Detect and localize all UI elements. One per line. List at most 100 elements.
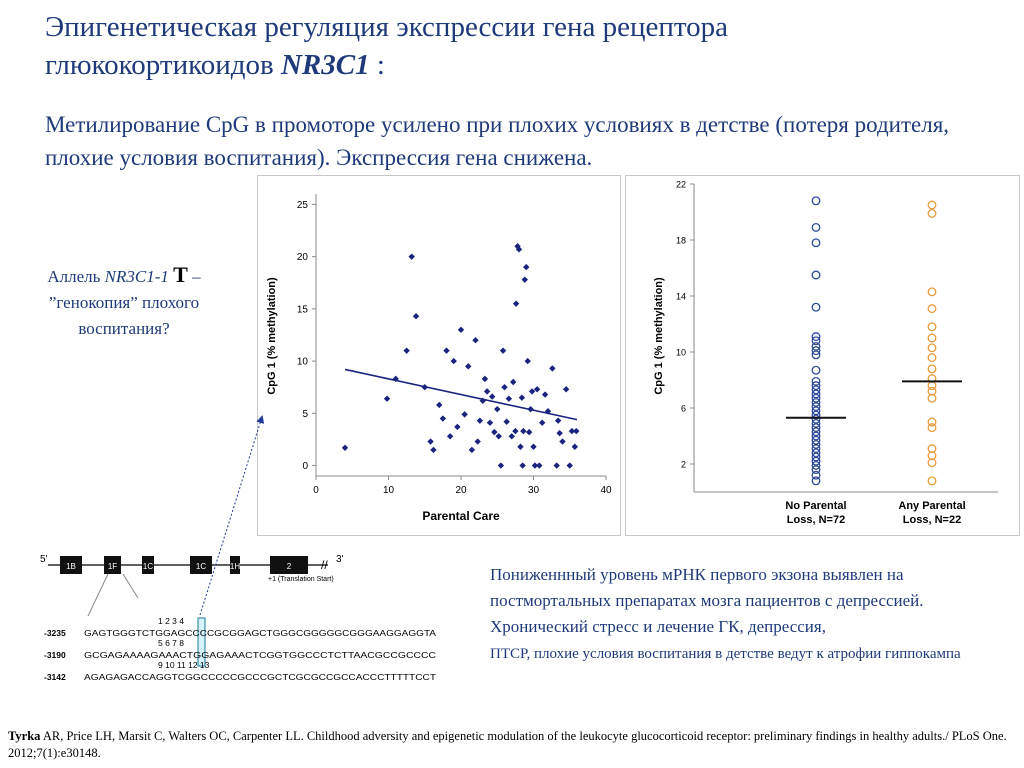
dna-sequence: AGAGAGACCAGGTCGGCCCCCGCCCGCTCGCGCCGCCACC… xyxy=(84,672,436,682)
y-tick-label: 14 xyxy=(676,292,686,302)
data-point xyxy=(553,462,560,469)
data-point xyxy=(512,300,520,307)
data-point xyxy=(481,375,489,383)
parental-care-scatter-chart: 0 10 20 30 40 0 5 10 15 20 25 Parental Care CpG 1 … xyxy=(266,194,612,523)
dna-sequence: GAGTGGGTCTGGAGCCCCGCGGAGCTGGGCGGGGGCGGGA… xyxy=(84,628,436,638)
data-point xyxy=(488,393,496,400)
data-point xyxy=(811,406,821,416)
data-point xyxy=(811,460,821,470)
title-line2-prefix: глюкокортикоидов xyxy=(45,49,281,81)
data-point xyxy=(549,365,556,372)
slide-subtitle: Метилирование CpG в промоторе усилено пр… xyxy=(45,112,950,170)
data-point xyxy=(530,443,537,450)
data-point xyxy=(811,365,821,375)
data-point xyxy=(465,363,472,370)
title-gene: NR3C1 xyxy=(280,49,370,81)
data-point xyxy=(927,287,937,297)
data-point xyxy=(927,322,937,332)
y-tick-label: 20 xyxy=(297,252,309,263)
slide-title: Эпигенетическая регуляция экспрессии ген… xyxy=(45,8,1005,84)
data-point xyxy=(562,386,570,393)
exon-label: 2 xyxy=(287,562,292,571)
exon-label: 1C xyxy=(196,562,206,571)
data-point xyxy=(539,419,546,426)
y-tick-label: 5 xyxy=(302,409,308,420)
data-point xyxy=(927,343,937,353)
exon-label: 1F xyxy=(108,562,117,571)
exon-label: 1B xyxy=(66,562,76,571)
allele-note: Аллель NR3C1-1 T – ”генокопия” плохого в… xyxy=(10,262,238,342)
data-point xyxy=(443,347,450,354)
data-point xyxy=(556,429,563,437)
data-point xyxy=(811,448,821,458)
y-tick-label: 2 xyxy=(681,460,686,470)
data-point xyxy=(430,446,437,454)
data-point xyxy=(927,423,937,433)
data-point xyxy=(559,438,566,445)
cpg-site-numbers: 9 10 11 12 13 xyxy=(158,660,210,670)
data-point xyxy=(927,200,937,210)
data-point xyxy=(811,427,821,437)
data-point xyxy=(811,476,821,486)
data-point xyxy=(508,433,515,440)
data-point xyxy=(446,433,454,440)
data-point xyxy=(811,423,821,433)
cpg-site-numbers: 1 2 3 4 xyxy=(158,616,184,626)
y-tick-label: 18 xyxy=(676,236,686,246)
data-point xyxy=(811,381,821,391)
data-point xyxy=(494,405,501,413)
data-point xyxy=(436,401,443,409)
data-point xyxy=(811,196,821,206)
allele-gene: NR3C1-1 xyxy=(104,267,169,286)
group-scatter-chart-panel: 2 6 10 14 18 22 CpG 1 (% methylation) No Pare… xyxy=(625,175,1020,536)
scatter-chart-panel: 0 10 20 30 40 0 5 10 15 20 25 Parental Care CpG 1 … xyxy=(257,175,621,536)
data-point xyxy=(512,427,519,435)
note-line1: Пониженнный уровень мРНК первого экзона … xyxy=(490,565,924,610)
exon-box xyxy=(142,556,154,574)
y-tick-label: 25 xyxy=(297,200,309,211)
data-point xyxy=(811,350,821,360)
category-label: Loss, N=72 xyxy=(787,514,845,526)
citation: Tyrka AR, Price LH, Marsit C, Walters OC… xyxy=(8,728,1013,762)
data-point xyxy=(927,417,937,427)
data-point xyxy=(811,346,821,356)
zoom-line-left xyxy=(87,573,109,617)
data-point xyxy=(811,402,821,412)
y-tick-label: 22 xyxy=(676,180,686,190)
data-point xyxy=(520,427,527,435)
exon-box xyxy=(270,556,308,574)
y-tick-label: 10 xyxy=(676,348,686,358)
category-label: No Parental xyxy=(785,500,846,512)
data-point xyxy=(927,393,937,403)
data-point xyxy=(811,414,821,424)
data-point xyxy=(521,276,528,283)
data-point xyxy=(427,438,434,445)
data-point xyxy=(811,302,821,312)
x-tick-label: 10 xyxy=(383,485,395,496)
data-point xyxy=(536,462,543,469)
category-label: Any Parental xyxy=(898,500,965,512)
exon-box xyxy=(60,556,82,574)
x-tick-label: 30 xyxy=(528,485,540,496)
x-tick-label: 0 xyxy=(313,485,319,496)
data-point xyxy=(497,462,505,469)
data-point xyxy=(499,347,507,354)
allele-prefix: Аллель xyxy=(47,267,105,286)
data-point xyxy=(811,332,821,342)
data-point xyxy=(811,389,821,399)
dna-sequence: GCGAGAAAAGAAACTGGAGAAACTCGGTGGCCCTCTTAAC… xyxy=(84,650,436,660)
data-point xyxy=(486,419,494,426)
data-point xyxy=(927,458,937,468)
data-point xyxy=(811,397,821,407)
data-point xyxy=(811,431,821,441)
expression-note: Пониженнный уровень мРНК первого экзона … xyxy=(490,562,1010,667)
sequence-position: -3142 xyxy=(44,672,66,682)
three-prime-label: 3' xyxy=(336,554,344,565)
data-point xyxy=(412,313,420,320)
category-label: Loss, N=22 xyxy=(903,514,961,526)
data-point xyxy=(927,476,937,486)
data-point xyxy=(927,353,937,363)
data-point xyxy=(811,456,821,466)
data-point xyxy=(541,391,549,398)
data-point xyxy=(461,411,468,418)
